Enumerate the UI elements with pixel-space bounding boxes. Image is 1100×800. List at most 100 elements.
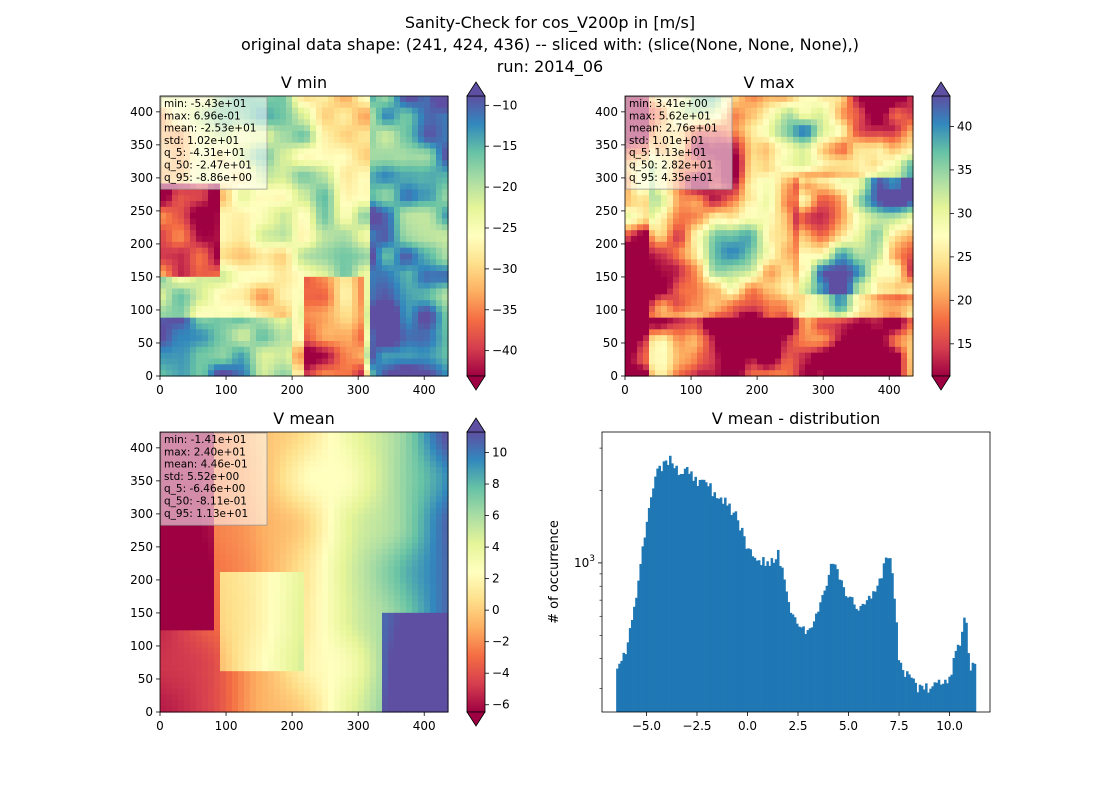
v-max-cell [775,183,782,190]
v-max-cell [835,247,842,255]
v-min-cell [364,212,371,220]
v-min-cell [436,96,443,103]
v-min-cell [292,352,299,360]
v-max-cell [835,171,842,179]
v-max-cell [889,166,896,173]
v-max-cell [823,160,830,167]
v-min-cell [310,189,317,196]
v-min-cell [334,329,341,336]
v-min-cell [424,230,431,237]
v-max-cell [739,183,746,190]
v-min-cell [394,294,401,301]
v-min-cell [274,370,281,377]
v-mean-cell [184,566,191,573]
v-max-cell [625,218,632,225]
v-max-cell [673,241,680,249]
v-max-cell [835,259,842,266]
v-max-cell [667,323,674,330]
v-max-cell [817,311,824,319]
v-mean-cell [172,537,179,544]
v-max-cell [835,148,842,155]
v-mean-cell [184,612,191,620]
v-min-cell [280,364,287,371]
v-max-cell [715,259,722,266]
v-min-cell [298,183,305,190]
v-min-cell [328,201,335,208]
v-max-cell [739,206,746,214]
v-min-cell [388,136,395,144]
v-max-cell [871,160,878,167]
v-max-cell [799,370,806,377]
v-mean-cell [190,607,197,614]
v-max-cell [637,201,644,208]
v-max-cell [787,206,794,214]
v-mean-cell [166,595,173,602]
v-max-cell [883,119,890,126]
v-min-cell [430,113,437,120]
v-min-cell [292,241,299,249]
v-min-cell [172,241,179,249]
v-max-cell [643,247,650,255]
v-max-cell [733,224,740,231]
v-max-cell [745,352,752,360]
v-max-cell [847,288,854,295]
v-min-cell [190,241,197,249]
v-max-cell [853,113,860,120]
v-min-cell [352,265,359,272]
v-min-cell [226,311,233,319]
v-max-cell [709,370,716,377]
v-max-cell [871,206,878,214]
v-max-cell [649,247,656,255]
v-max-cell [691,335,698,342]
v-min-cell [394,142,401,150]
v-max-cell [823,335,830,342]
v-max-cell [727,271,734,278]
v-min-x-tick-label: 200 [281,383,304,397]
v-min-cell [424,276,431,284]
v-min-cell [268,119,275,126]
v-min-cell [226,241,233,249]
v-min-cell [298,236,305,243]
v-max-cell [853,276,860,284]
v-min-cell [310,335,317,342]
v-max-cell [739,265,746,272]
v-min-cell [340,183,347,190]
v-max-cell [859,247,866,255]
v-max-cell [709,195,716,202]
v-max-cell [853,364,860,371]
v-max-cell [871,364,878,371]
v-max-cell [763,370,770,377]
v-max-cell [829,265,836,272]
v-min-cell [178,317,185,325]
v-mean-cell [172,566,179,573]
v-min-cell [436,218,443,225]
v-max-cell [871,300,878,307]
v-max-cell [775,294,782,301]
v-min-cell [184,317,191,325]
v-max-cell [901,131,908,138]
v-max-cell [793,136,800,144]
v-min-cell [412,236,419,243]
v-max-cell [769,294,776,301]
v-min-cell [388,236,395,243]
v-max-cell [793,276,800,284]
v-min-cell [394,166,401,173]
v-min-colorbar-tick-label: −25 [492,221,517,235]
v-mean-cell [184,647,191,655]
v-min-cell [376,183,383,190]
v-min-cell [172,230,179,237]
v-min-cell [310,306,317,313]
v-min-cell [262,323,269,330]
v-min-cell [388,160,395,167]
v-max-cell [751,101,758,109]
v-max-cell [697,335,704,342]
v-min-cell [340,317,347,325]
v-max-cell [703,323,710,330]
v-max-cell [883,154,890,161]
v-max-cell [841,107,848,115]
v-max-cell [859,323,866,330]
v-max-cell [721,206,728,214]
v-min-cell [172,189,179,196]
v-max-cell [895,230,902,237]
v-min-cell [436,160,443,167]
